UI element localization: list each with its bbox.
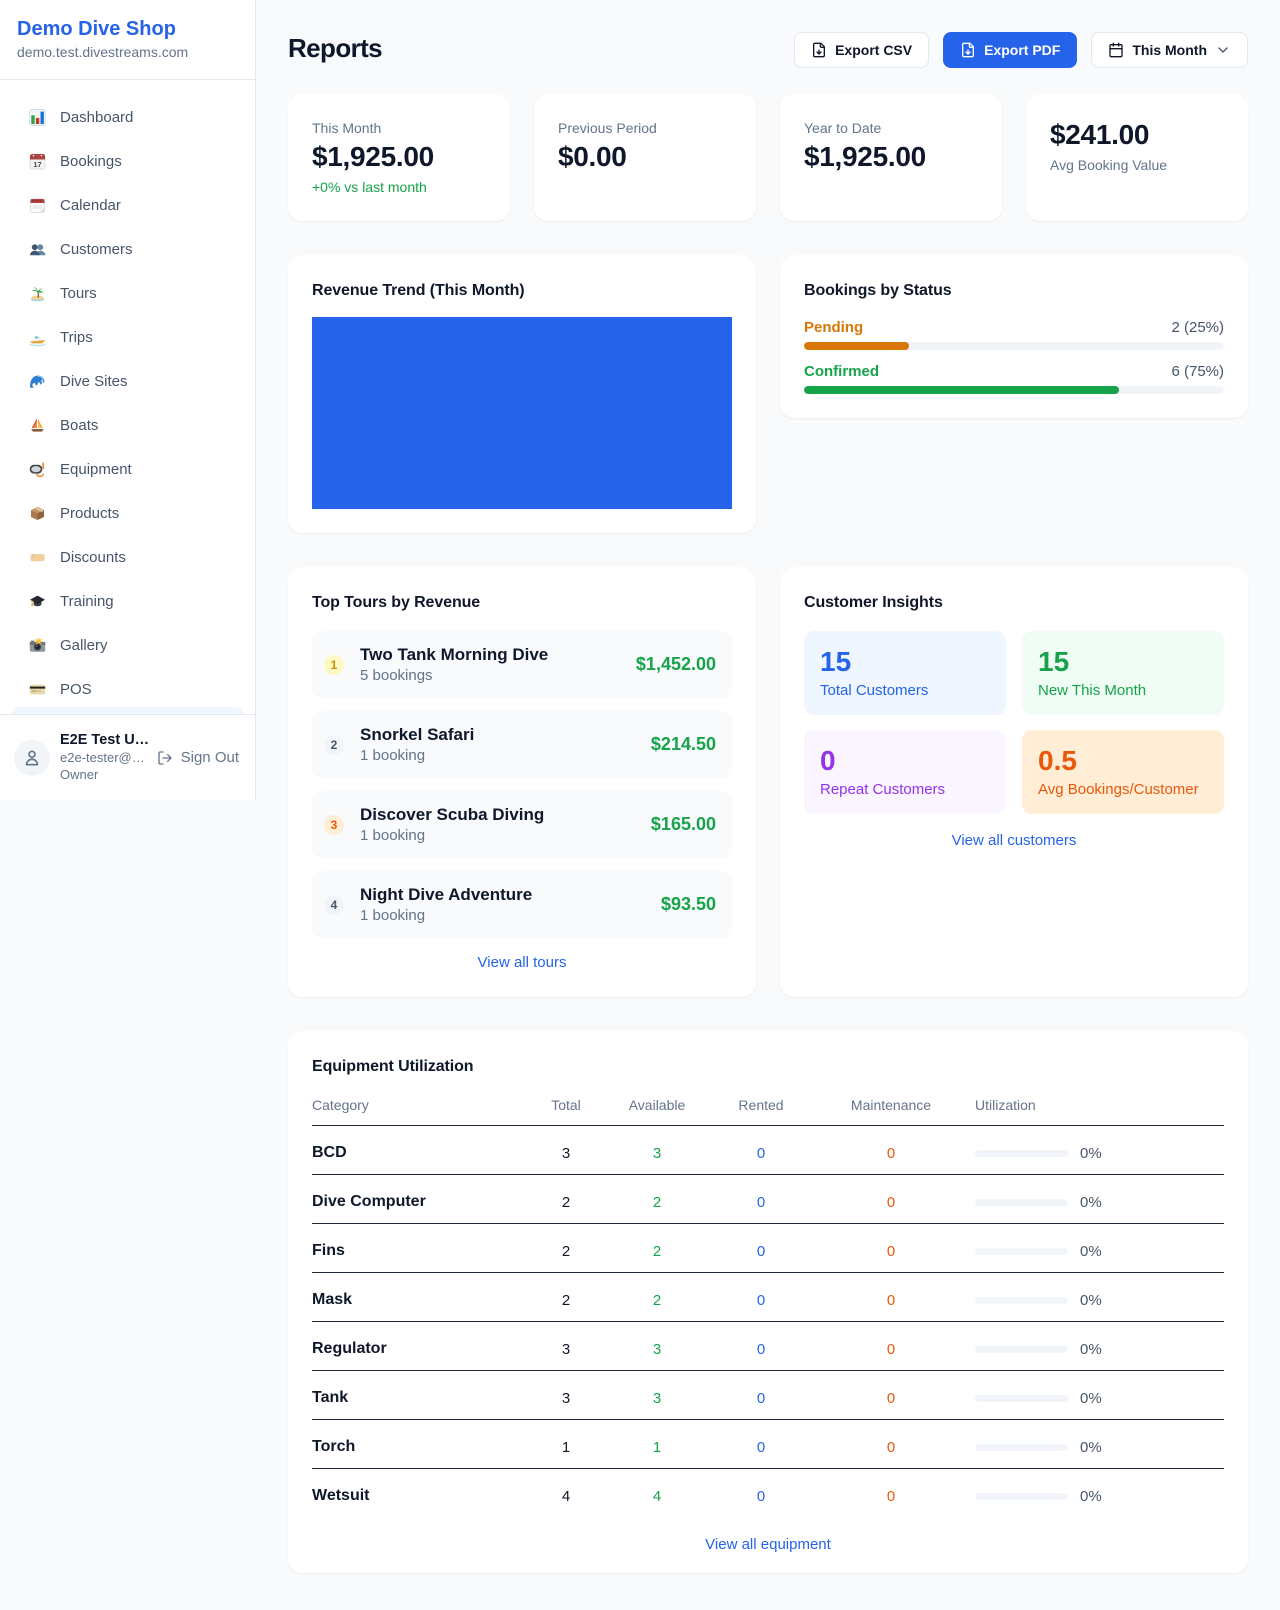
svg-text:17: 17	[33, 160, 41, 169]
